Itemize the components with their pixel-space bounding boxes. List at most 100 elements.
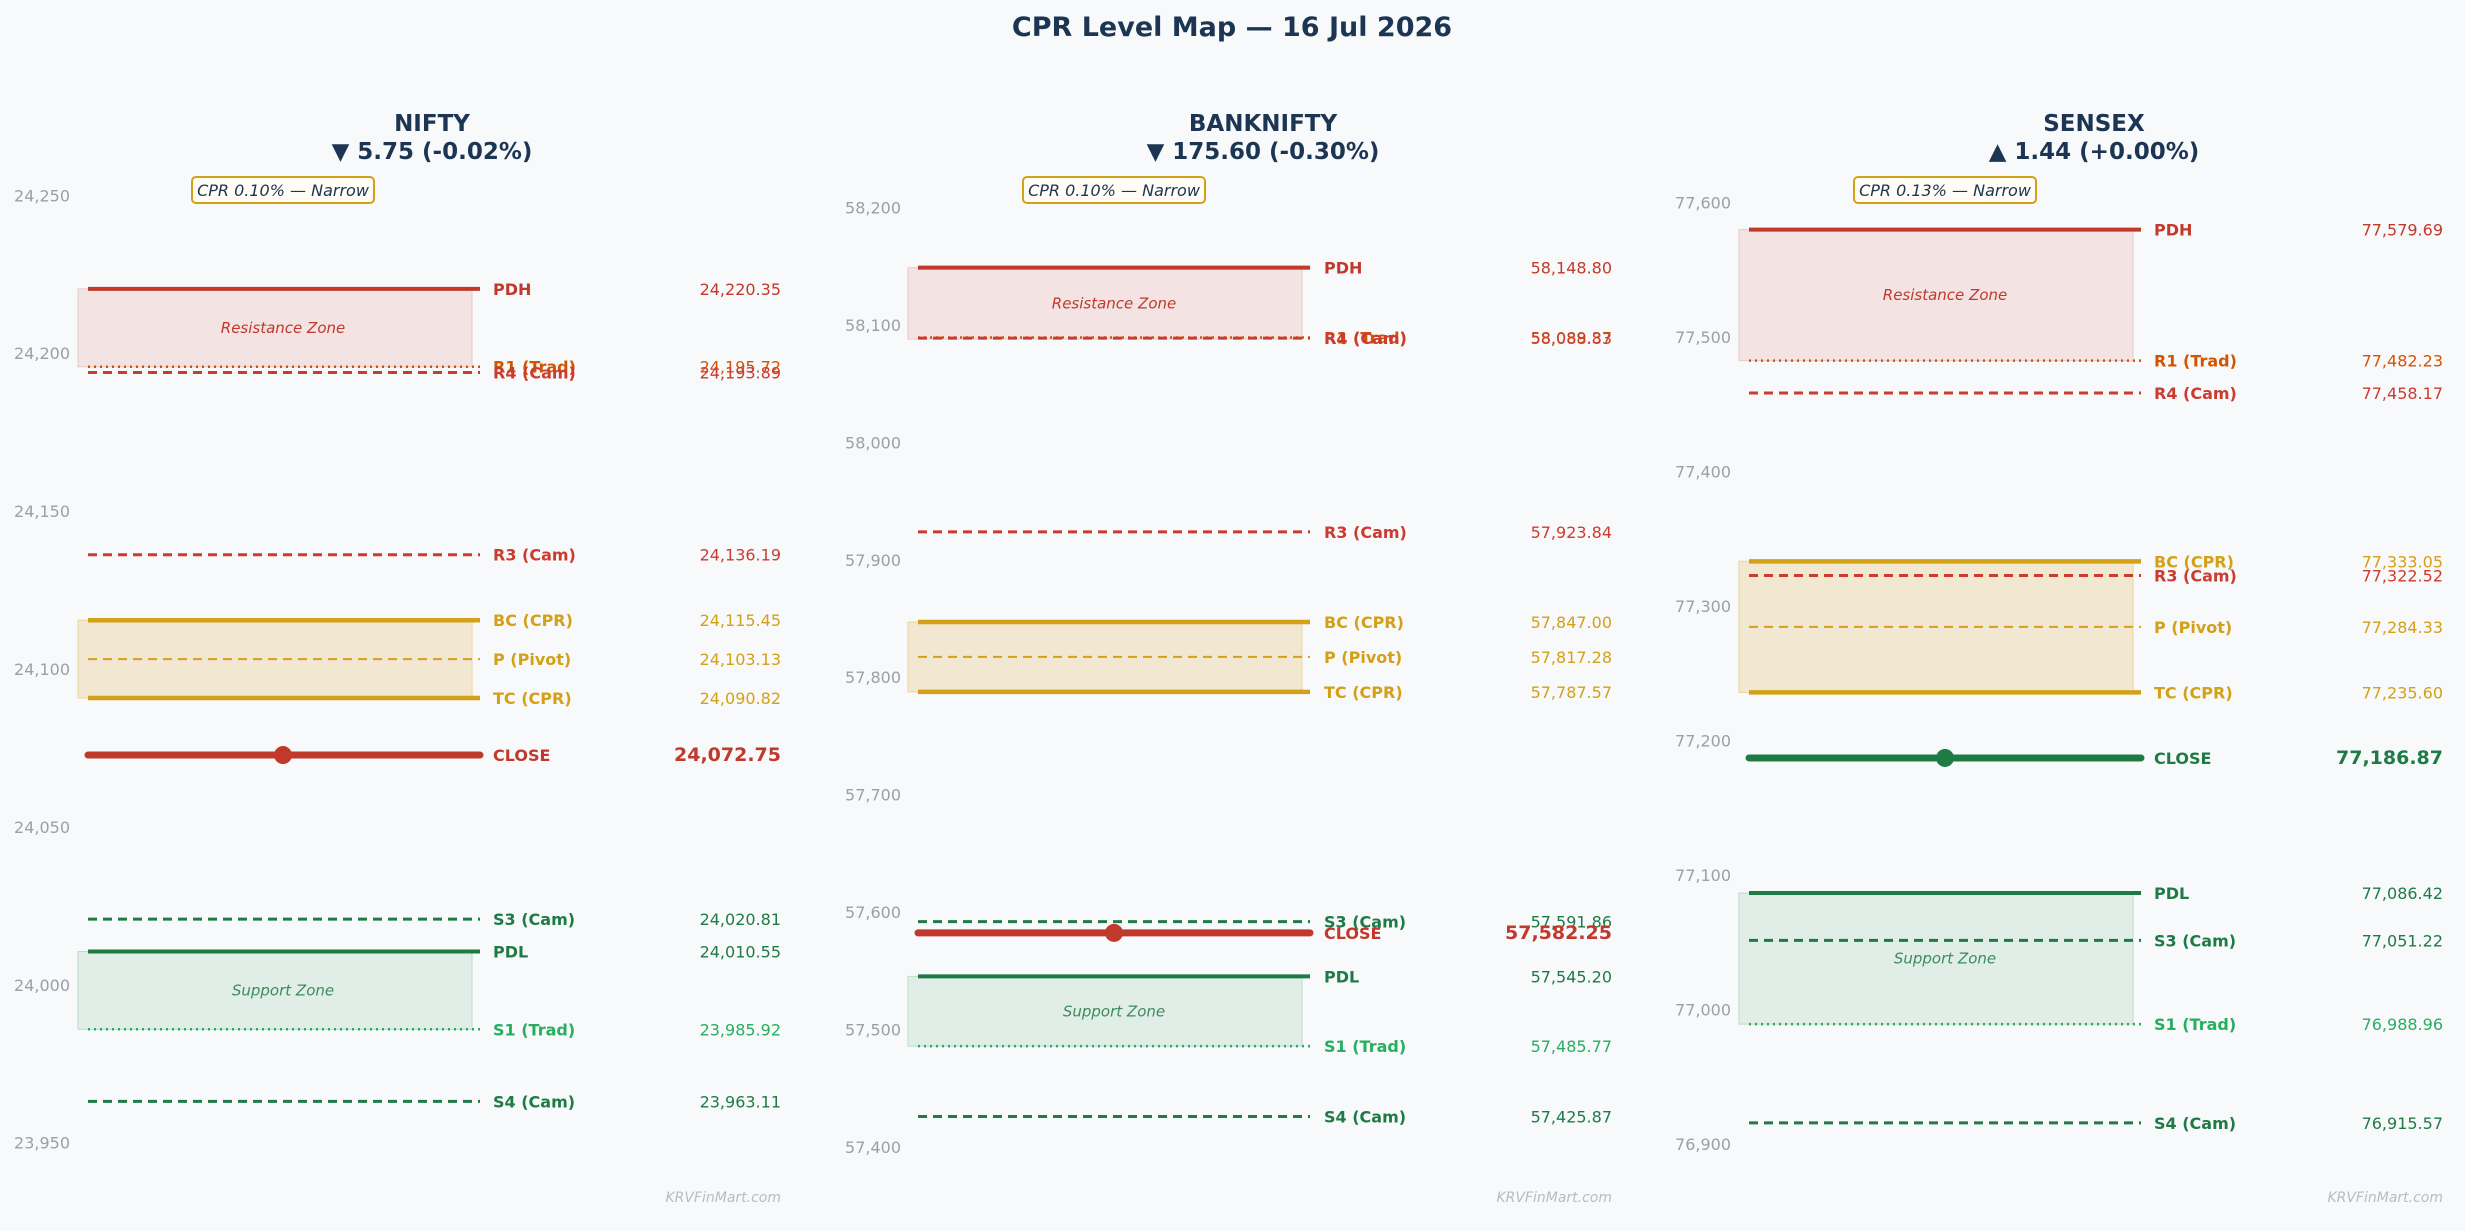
price-change: ▼ 5.75 (-0.02%): [332, 139, 533, 165]
close-marker: [1936, 748, 1954, 767]
level-label-s1-trad: S1 (Trad): [2154, 1015, 2236, 1034]
watermark: KRVFinMart.com: [2327, 1190, 2443, 1206]
y-tick-label: 24,200: [14, 344, 70, 363]
level-value-pdl: 57,545.20: [1531, 967, 1612, 986]
level-label-pdl: PDL: [2154, 884, 2189, 903]
watermark: KRVFinMart.com: [665, 1190, 781, 1206]
level-value-r1-trad: 24,195.72: [700, 358, 781, 377]
level-value-pdh: 58,148.80: [1531, 259, 1612, 278]
y-tick-label: 58,200: [845, 199, 901, 218]
level-value-s3-cam: 57,591.86: [1531, 913, 1612, 932]
y-tick-label: 57,500: [845, 1020, 901, 1039]
level-value-close: 57,582.25: [1505, 922, 1612, 944]
level-label-r1-trad: R1 (Trad): [2154, 352, 2237, 371]
support-zone-label: Support Zone: [232, 981, 334, 999]
level-label-r4-cam: R4 (Cam): [2154, 384, 2237, 403]
level-label-s3-cam: S3 (Cam): [493, 910, 575, 929]
cpr-badge-box: [191, 176, 375, 204]
y-tick-label: 77,400: [1675, 462, 1731, 481]
resistance-zone-label: Resistance Zone: [1883, 286, 2007, 304]
level-label-r4-cam: R4 (Cam): [493, 363, 576, 382]
resistance-zone-label: Resistance Zone: [221, 319, 345, 337]
level-label-r1-trad: R1 (Trad): [493, 358, 576, 377]
panel-title: BANKNIFTY: [1189, 111, 1338, 137]
panel-title: SENSEX: [2043, 111, 2145, 137]
level-value-s1-trad: 23,985.92: [700, 1020, 781, 1039]
panels: NIFTY▼ 5.75 (-0.02%) CPR 0.10% — Narrow 23…: [14, 111, 2443, 1206]
level-value-r1-trad: 77,482.23: [2362, 352, 2443, 371]
support-zone: [77, 951, 473, 1030]
y-tick-label: 76,900: [1675, 1135, 1731, 1154]
cpr-width-badge: CPR 0.10% — Narrow: [1022, 176, 1206, 204]
level-value-s4-cam: 76,915.57: [2362, 1114, 2443, 1133]
y-tick-label: 58,100: [845, 316, 901, 335]
close-marker: [1105, 923, 1123, 942]
y-tick-label: 24,050: [14, 818, 70, 837]
resistance-zone: [907, 267, 1303, 340]
level-value-tc-cpr: 57,787.57: [1531, 683, 1612, 702]
level-label-tc-cpr: TC (CPR): [493, 689, 572, 708]
level-value-s4-cam: 23,963.11: [700, 1092, 781, 1111]
level-label-r3-cam: R3 (Cam): [493, 546, 576, 565]
panel-title: NIFTY: [394, 111, 470, 137]
y-tick-label: 77,300: [1675, 597, 1731, 616]
y-tick-label: 77,200: [1675, 731, 1731, 750]
y-tick-label: 57,900: [845, 551, 901, 570]
y-tick-label: 57,700: [845, 786, 901, 805]
y-tick-label: 24,250: [14, 186, 70, 205]
cpr-badge-label: CPR 0.10% — Narrow: [197, 181, 370, 200]
level-value-pdh: 24,220.35: [700, 280, 781, 299]
y-tick-label: 77,000: [1675, 1000, 1731, 1019]
level-label-close: CLOSE: [1324, 924, 1381, 943]
support-zone-label: Support Zone: [1063, 1002, 1165, 1020]
level-value-r3-cam: 24,136.19: [700, 546, 781, 565]
level-value-pdh: 77,579.69: [2362, 221, 2443, 240]
resistance-zone: [1738, 229, 2134, 362]
support-zone-label: Support Zone: [1894, 950, 1996, 968]
level-value-tc-cpr: 77,235.60: [2362, 683, 2443, 702]
y-tick-label: 23,950: [14, 1134, 70, 1153]
cpr-badge-box: [1022, 176, 1206, 204]
close-marker: [274, 746, 292, 765]
level-label-p-pivot: P (Pivot): [493, 650, 571, 669]
level-label-s4-cam: S4 (Cam): [493, 1092, 575, 1111]
level-value-s1-trad: 57,485.77: [1531, 1037, 1612, 1056]
level-value-pdl: 77,086.42: [2362, 884, 2443, 903]
level-value-p-pivot: 57,817.28: [1531, 648, 1612, 667]
level-label-close: CLOSE: [493, 746, 550, 765]
level-value-pdl: 24,010.55: [700, 943, 781, 962]
level-value-r3-cam: 77,322.52: [2362, 566, 2443, 585]
cpr-badge-box: [1853, 176, 2037, 204]
chart-title: CPR Level Map — 16 Jul 2026: [1012, 12, 1452, 43]
y-tick-label: 57,400: [845, 1138, 901, 1157]
level-label-pdl: PDL: [1324, 967, 1359, 986]
level-label-bc-cpr: BC (CPR): [1324, 613, 1404, 632]
level-label-bc-cpr: BC (CPR): [493, 611, 573, 630]
level-label-pdl: PDL: [493, 943, 528, 962]
level-label-tc-cpr: TC (CPR): [2154, 683, 2233, 702]
resistance-zone: [77, 288, 473, 368]
level-label-p-pivot: P (Pivot): [2154, 618, 2232, 637]
support-zone: [907, 975, 1303, 1047]
panel-sensex: SENSEX▲ 1.44 (+0.00%) CPR 0.13% — Narrow 7…: [1675, 111, 2443, 1206]
level-label-s4-cam: S4 (Cam): [2154, 1114, 2236, 1133]
level-value-r4-cam: 24,193.89: [700, 363, 781, 382]
level-label-r3-cam: R3 (Cam): [2154, 566, 2237, 585]
level-label-tc-cpr: TC (CPR): [1324, 683, 1403, 702]
level-value-p-pivot: 24,103.13: [700, 650, 781, 669]
level-label-close: CLOSE: [2154, 749, 2211, 768]
y-tick-label: 57,600: [845, 903, 901, 922]
panel-nifty: NIFTY▼ 5.75 (-0.02%) CPR 0.10% — Narrow 23…: [14, 111, 781, 1206]
level-value-bc-cpr: 57,847.00: [1531, 613, 1612, 632]
level-value-close: 24,072.75: [674, 744, 781, 766]
y-tick-label: 77,100: [1675, 866, 1731, 885]
level-value-bc-cpr: 77,333.05: [2362, 552, 2443, 571]
level-label-p-pivot: P (Pivot): [1324, 648, 1402, 667]
level-value-r4-cam: 58,088.83: [1531, 329, 1612, 348]
y-tick-label: 24,150: [14, 502, 70, 521]
level-value-s3-cam: 77,051.22: [2362, 931, 2443, 950]
panel-banknifty: BANKNIFTY▼ 175.60 (-0.30%) CPR 0.10% — Na…: [845, 111, 1612, 1206]
cpr-width-badge: CPR 0.10% — Narrow: [191, 176, 375, 204]
y-tick-label: 57,800: [845, 668, 901, 687]
